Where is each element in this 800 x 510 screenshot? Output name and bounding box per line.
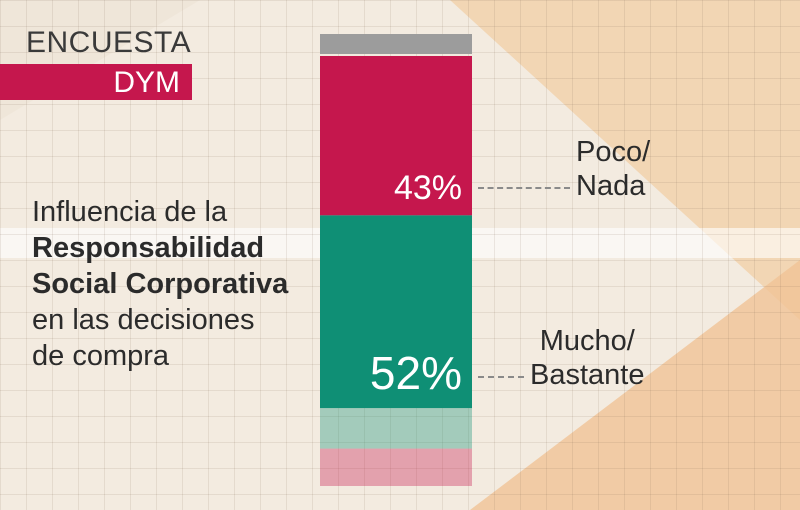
brand-dym: DYM [113, 66, 180, 99]
bar-label-poco-nada: 43% [393, 169, 462, 208]
leader-line-mucho-bastante [478, 376, 524, 379]
background-wedge-bottom-right [470, 260, 800, 510]
leader-line-poco-nada [478, 187, 570, 190]
brand-bar: DYM [0, 64, 192, 100]
description-line-5: de compra [32, 340, 170, 372]
legend-mucho-bastante-line-1: Mucho/ [539, 325, 635, 358]
description-line-2: Responsabilidad [32, 232, 265, 264]
bar-reflection-poco-nada [320, 448, 472, 486]
description-line-4: en las decisiones [32, 304, 255, 336]
legend-mucho-bastante-line-2: Bastante [530, 359, 645, 392]
bar-segment-poco-nada [320, 56, 472, 216]
brand-encuesta: ENCUESTA [26, 26, 192, 59]
legend-poco-nada-line-1: Poco/ [576, 136, 651, 169]
bar-segment-mucho-bastante [320, 215, 472, 409]
legend-poco-nada-line-2: Nada [576, 170, 646, 203]
description-line-3: Social Corporativa [32, 268, 289, 300]
bar-reflection-mucho-bastante [320, 408, 472, 449]
description-line-1: Influencia de la [32, 196, 228, 228]
chart-description: Influencia de la Responsabilidad Social … [32, 194, 322, 374]
legend-poco-nada: Poco/ Nada [576, 135, 650, 203]
bar-segment-other [320, 34, 472, 54]
legend-mucho-bastante: Mucho/ Bastante [530, 324, 644, 392]
bar-label-mucho-bastante: 52% [369, 347, 462, 400]
